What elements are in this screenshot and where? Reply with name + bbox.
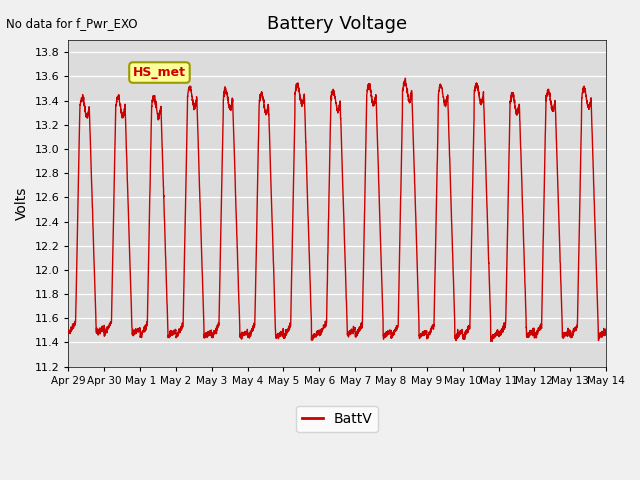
Y-axis label: Volts: Volts xyxy=(15,187,29,220)
Text: HS_met: HS_met xyxy=(133,66,186,79)
Text: No data for f_Pwr_EXO: No data for f_Pwr_EXO xyxy=(6,17,138,30)
Title: Battery Voltage: Battery Voltage xyxy=(267,15,407,33)
Legend: BattV: BattV xyxy=(296,407,378,432)
